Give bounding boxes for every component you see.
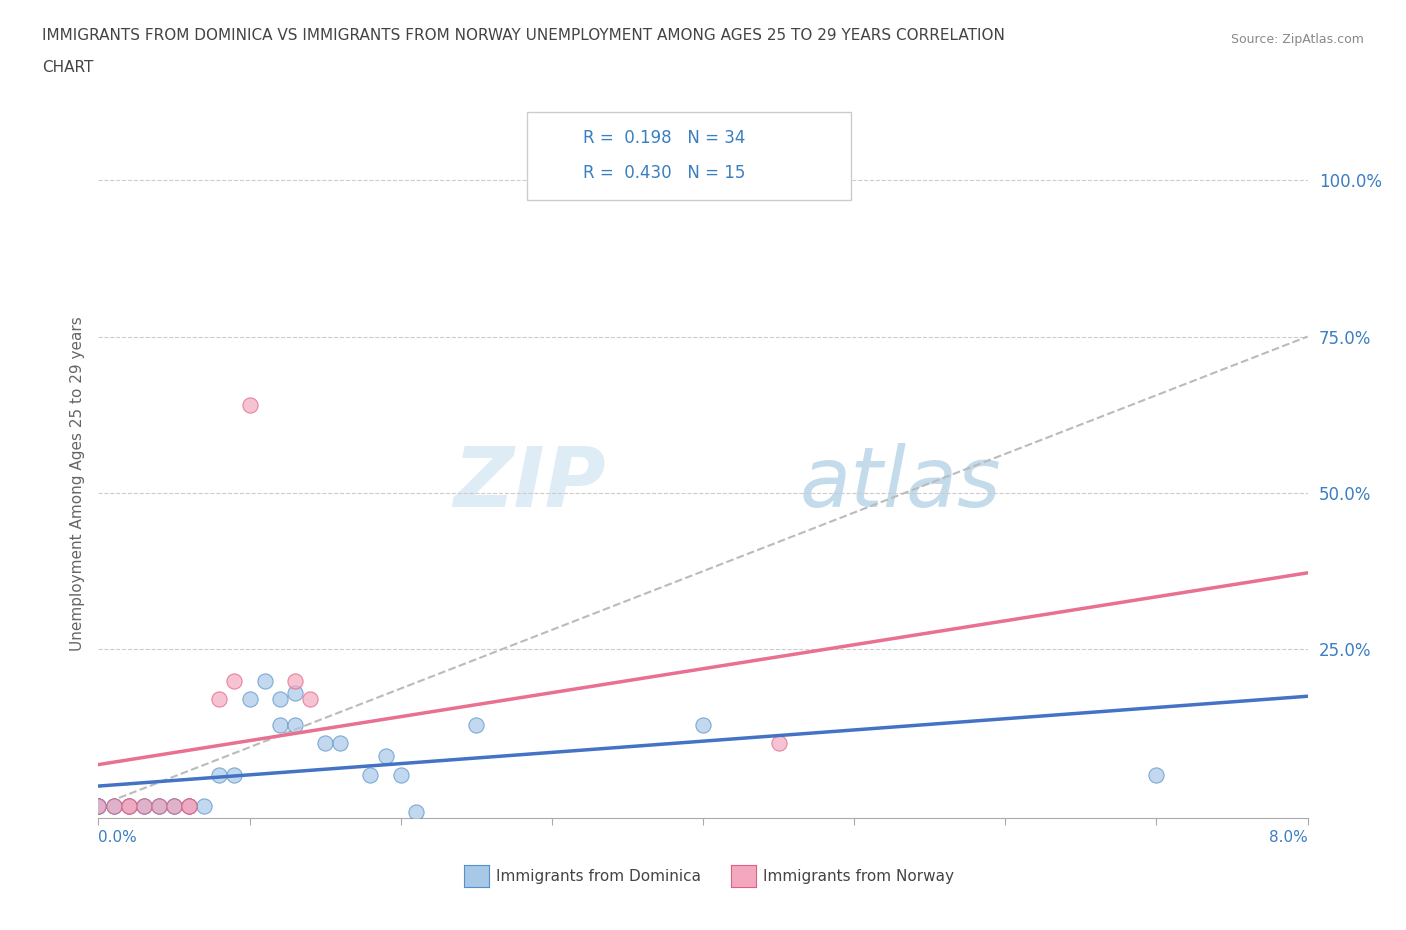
Point [87,799,110,814]
Text: ZIP: ZIP [454,443,606,525]
Text: 8.0%: 8.0% [1268,830,1308,844]
Text: Immigrants from Dominica: Immigrants from Dominica [496,869,702,883]
Point [163,799,186,814]
Point [148,799,170,814]
Point [269,692,291,707]
Point [87,799,110,814]
Point [179,799,201,814]
Y-axis label: Unemployment Among Ages 25 to 29 years: Unemployment Among Ages 25 to 29 years [69,316,84,651]
Point [132,799,155,814]
Point [284,685,307,700]
Point [284,673,307,688]
Point [374,749,396,764]
Point [208,767,231,782]
Point [132,799,155,814]
Point [465,717,488,732]
Point [103,799,125,814]
Point [314,736,336,751]
Point [179,799,201,814]
Point [87,799,110,814]
Point [239,692,262,707]
Point [224,767,246,782]
Point [329,736,352,751]
Point [299,692,322,707]
Point [148,799,170,814]
Point [239,398,262,413]
Point [405,804,427,819]
Point [148,799,170,814]
Point [269,717,291,732]
Text: Source: ZipAtlas.com: Source: ZipAtlas.com [1230,33,1364,46]
Point [132,799,155,814]
Point [163,799,186,814]
Point [768,736,790,751]
Point [1144,767,1167,782]
Point [692,717,714,732]
Point [179,799,201,814]
Point [118,799,141,814]
Text: 0.0%: 0.0% [98,830,138,844]
Point [224,673,246,688]
Point [103,799,125,814]
Text: Immigrants from Norway: Immigrants from Norway [763,869,955,883]
Point [103,799,125,814]
Text: CHART: CHART [42,60,94,75]
Text: atlas: atlas [800,443,1001,525]
Point [359,767,381,782]
Point [118,799,141,814]
Text: R =  0.430   N = 15: R = 0.430 N = 15 [583,164,745,182]
Point [163,799,186,814]
Text: R =  0.198   N = 34: R = 0.198 N = 34 [583,128,745,147]
Point [179,799,201,814]
Point [87,799,110,814]
Point [87,799,110,814]
Point [253,673,276,688]
Point [193,799,215,814]
Point [284,717,307,732]
Text: IMMIGRANTS FROM DOMINICA VS IMMIGRANTS FROM NORWAY UNEMPLOYMENT AMONG AGES 25 TO: IMMIGRANTS FROM DOMINICA VS IMMIGRANTS F… [42,28,1005,43]
Point [389,767,412,782]
Point [208,692,231,707]
Point [118,799,141,814]
Point [118,799,141,814]
